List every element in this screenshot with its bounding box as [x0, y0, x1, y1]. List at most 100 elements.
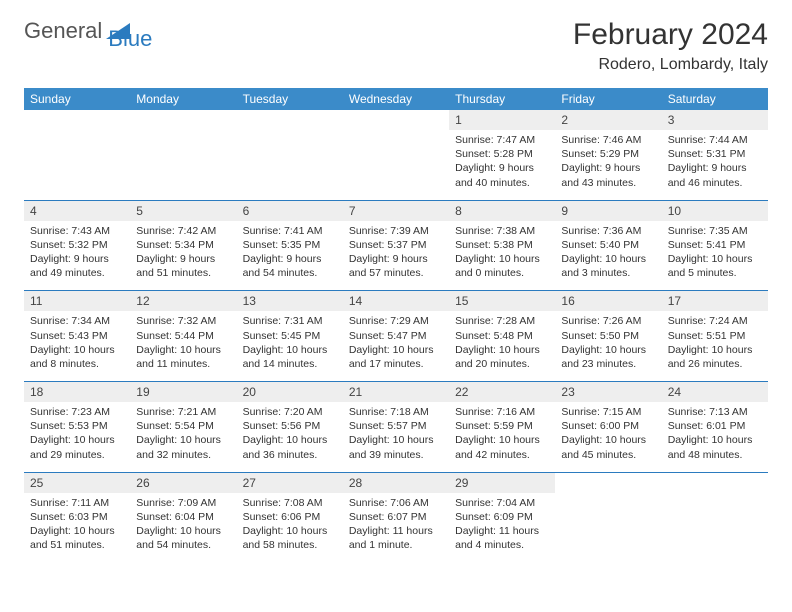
daylight-line: Daylight: 10 hours and 11 minutes. [136, 343, 230, 371]
sunrise-line: Sunrise: 7:35 AM [668, 224, 762, 238]
sunset-line: Sunset: 5:32 PM [30, 238, 124, 252]
sunrise-line: Sunrise: 7:43 AM [30, 224, 124, 238]
day-detail-cell: Sunrise: 7:39 AMSunset: 5:37 PMDaylight:… [343, 221, 449, 291]
daylight-line: Daylight: 9 hours and 49 minutes. [30, 252, 124, 280]
day-number-cell [237, 110, 343, 130]
day-number-cell: 11 [24, 291, 130, 311]
sunrise-line: Sunrise: 7:08 AM [243, 496, 337, 510]
day-detail-cell [130, 130, 236, 200]
daylight-line: Daylight: 11 hours and 4 minutes. [455, 524, 549, 552]
day-detail-row: Sunrise: 7:43 AMSunset: 5:32 PMDaylight:… [24, 221, 768, 291]
sunrise-line: Sunrise: 7:38 AM [455, 224, 549, 238]
sunset-line: Sunset: 5:56 PM [243, 419, 337, 433]
day-detail-cell: Sunrise: 7:21 AMSunset: 5:54 PMDaylight:… [130, 402, 236, 472]
sunrise-line: Sunrise: 7:44 AM [668, 133, 762, 147]
sunrise-line: Sunrise: 7:42 AM [136, 224, 230, 238]
sunrise-line: Sunrise: 7:24 AM [668, 314, 762, 328]
sunset-line: Sunset: 5:53 PM [30, 419, 124, 433]
day-detail-cell: Sunrise: 7:47 AMSunset: 5:28 PMDaylight:… [449, 130, 555, 200]
sunrise-line: Sunrise: 7:28 AM [455, 314, 549, 328]
day-number-cell: 19 [130, 382, 236, 402]
day-number-cell: 17 [662, 291, 768, 311]
sunset-line: Sunset: 5:47 PM [349, 329, 443, 343]
sunset-line: Sunset: 5:48 PM [455, 329, 549, 343]
sunset-line: Sunset: 5:57 PM [349, 419, 443, 433]
weekday-header: Tuesday [237, 88, 343, 110]
day-detail-cell: Sunrise: 7:36 AMSunset: 5:40 PMDaylight:… [555, 221, 661, 291]
day-detail-cell: Sunrise: 7:34 AMSunset: 5:43 PMDaylight:… [24, 311, 130, 381]
sunrise-line: Sunrise: 7:41 AM [243, 224, 337, 238]
daylight-line: Daylight: 10 hours and 42 minutes. [455, 433, 549, 461]
location: Rodero, Lombardy, Italy [573, 56, 768, 74]
daylight-line: Daylight: 10 hours and 3 minutes. [561, 252, 655, 280]
day-detail-cell: Sunrise: 7:15 AMSunset: 6:00 PMDaylight:… [555, 402, 661, 472]
day-number-row: 45678910 [24, 201, 768, 221]
day-detail-cell [237, 130, 343, 200]
sunrise-line: Sunrise: 7:04 AM [455, 496, 549, 510]
day-number-row: 18192021222324 [24, 382, 768, 402]
day-number-cell: 9 [555, 201, 661, 221]
day-detail-cell: Sunrise: 7:16 AMSunset: 5:59 PMDaylight:… [449, 402, 555, 472]
day-number-cell: 29 [449, 473, 555, 493]
day-number-cell: 21 [343, 382, 449, 402]
sunset-line: Sunset: 6:07 PM [349, 510, 443, 524]
day-number-row: 2526272829 [24, 473, 768, 493]
day-detail-cell: Sunrise: 7:08 AMSunset: 6:06 PMDaylight:… [237, 493, 343, 563]
sunrise-line: Sunrise: 7:26 AM [561, 314, 655, 328]
daylight-line: Daylight: 10 hours and 36 minutes. [243, 433, 337, 461]
day-number-cell: 10 [662, 201, 768, 221]
daylight-line: Daylight: 10 hours and 5 minutes. [668, 252, 762, 280]
daylight-line: Daylight: 10 hours and 23 minutes. [561, 343, 655, 371]
day-detail-cell: Sunrise: 7:29 AMSunset: 5:47 PMDaylight:… [343, 311, 449, 381]
sunset-line: Sunset: 5:50 PM [561, 329, 655, 343]
day-number-cell [555, 473, 661, 493]
day-detail-row: Sunrise: 7:23 AMSunset: 5:53 PMDaylight:… [24, 402, 768, 472]
day-detail-cell: Sunrise: 7:42 AMSunset: 5:34 PMDaylight:… [130, 221, 236, 291]
day-number-cell: 1 [449, 110, 555, 130]
daylight-line: Daylight: 10 hours and 17 minutes. [349, 343, 443, 371]
daylight-line: Daylight: 9 hours and 54 minutes. [243, 252, 337, 280]
day-number-cell: 28 [343, 473, 449, 493]
sunset-line: Sunset: 5:54 PM [136, 419, 230, 433]
logo: General Blue [24, 18, 178, 44]
daylight-line: Daylight: 10 hours and 29 minutes. [30, 433, 124, 461]
day-detail-row: Sunrise: 7:47 AMSunset: 5:28 PMDaylight:… [24, 130, 768, 200]
day-number-cell: 26 [130, 473, 236, 493]
logo-text-blue: Blue [108, 26, 152, 51]
sunset-line: Sunset: 5:31 PM [668, 147, 762, 161]
day-number-cell [130, 110, 236, 130]
day-number-cell: 12 [130, 291, 236, 311]
day-detail-cell: Sunrise: 7:28 AMSunset: 5:48 PMDaylight:… [449, 311, 555, 381]
day-detail-cell [662, 493, 768, 563]
day-number-cell: 24 [662, 382, 768, 402]
day-detail-row: Sunrise: 7:11 AMSunset: 6:03 PMDaylight:… [24, 493, 768, 563]
daylight-line: Daylight: 9 hours and 46 minutes. [668, 161, 762, 189]
day-detail-cell: Sunrise: 7:18 AMSunset: 5:57 PMDaylight:… [343, 402, 449, 472]
day-detail-cell: Sunrise: 7:46 AMSunset: 5:29 PMDaylight:… [555, 130, 661, 200]
day-number-cell [662, 473, 768, 493]
day-detail-cell: Sunrise: 7:06 AMSunset: 6:07 PMDaylight:… [343, 493, 449, 563]
sunrise-line: Sunrise: 7:32 AM [136, 314, 230, 328]
weekday-header: Sunday [24, 88, 130, 110]
sunset-line: Sunset: 5:37 PM [349, 238, 443, 252]
day-number-cell [24, 110, 130, 130]
sunrise-line: Sunrise: 7:46 AM [561, 133, 655, 147]
sunrise-line: Sunrise: 7:47 AM [455, 133, 549, 147]
sunset-line: Sunset: 5:29 PM [561, 147, 655, 161]
sunset-line: Sunset: 6:03 PM [30, 510, 124, 524]
sunset-line: Sunset: 6:04 PM [136, 510, 230, 524]
sunrise-line: Sunrise: 7:13 AM [668, 405, 762, 419]
day-number-cell: 8 [449, 201, 555, 221]
day-detail-cell: Sunrise: 7:13 AMSunset: 6:01 PMDaylight:… [662, 402, 768, 472]
weekday-header: Saturday [662, 88, 768, 110]
daylight-line: Daylight: 10 hours and 45 minutes. [561, 433, 655, 461]
header: General Blue February 2024 Rodero, Lomba… [24, 18, 768, 74]
day-detail-cell [555, 493, 661, 563]
daylight-line: Daylight: 10 hours and 14 minutes. [243, 343, 337, 371]
daylight-line: Daylight: 10 hours and 20 minutes. [455, 343, 549, 371]
day-detail-cell: Sunrise: 7:23 AMSunset: 5:53 PMDaylight:… [24, 402, 130, 472]
day-number-cell: 20 [237, 382, 343, 402]
day-number-cell: 22 [449, 382, 555, 402]
day-number-cell: 25 [24, 473, 130, 493]
sunset-line: Sunset: 5:40 PM [561, 238, 655, 252]
